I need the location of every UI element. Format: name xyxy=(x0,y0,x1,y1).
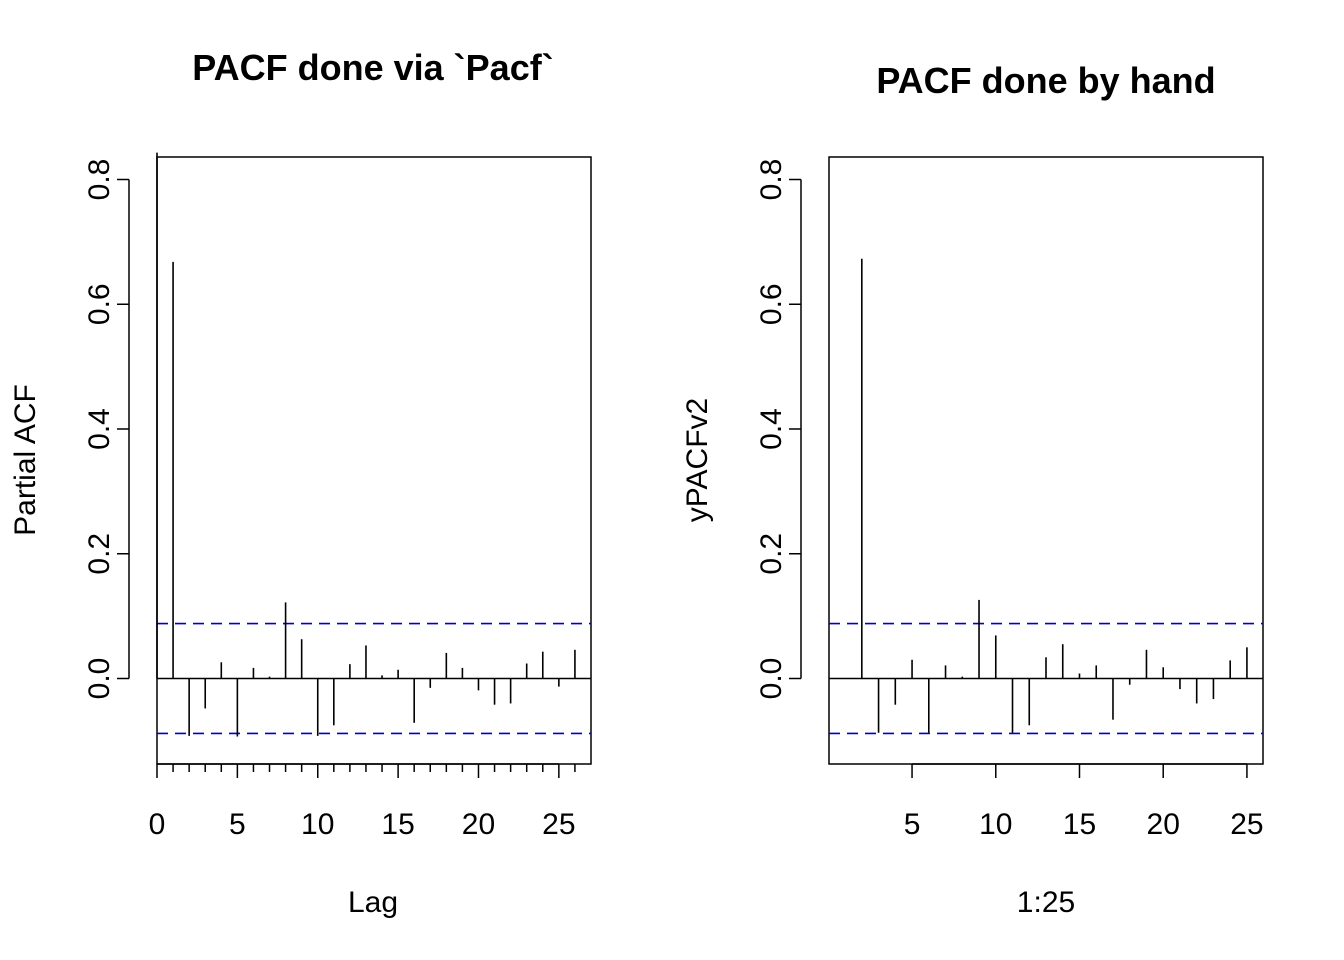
y-tick-label: 0.2 xyxy=(83,533,116,575)
x-tick-label: 15 xyxy=(1063,808,1096,841)
plot-area: 0.0 0.2 0.4 0.6 0.8 5 10 15 20 25 xyxy=(755,156,1264,841)
y-tick-label: 0.8 xyxy=(83,159,116,201)
x-tick-label: 5 xyxy=(904,808,921,841)
y-axis-label: yPACFv2 xyxy=(681,398,714,522)
y-tick-label: 0.2 xyxy=(755,533,788,575)
y-tick-label: 0.8 xyxy=(755,159,788,201)
x-tick-label: 25 xyxy=(1230,808,1263,841)
y-tick-label: 0.6 xyxy=(755,283,788,325)
chart-title: PACF done via `Pacf` xyxy=(192,47,553,88)
y-tick-label: 0.0 xyxy=(83,658,116,700)
y-tick-label: 0.4 xyxy=(83,408,116,450)
y-tick-label: 0.4 xyxy=(755,408,788,450)
y-axis-label: Partial ACF xyxy=(9,384,42,536)
x-tick-label: 0 xyxy=(149,808,166,841)
plot-frame xyxy=(156,156,592,765)
plot-area: 0.0 0.2 0.4 0.6 0.8 0 5 10 15 20 25 xyxy=(83,152,592,841)
x-tick-label: 5 xyxy=(229,808,246,841)
x-tick-label: 10 xyxy=(979,808,1012,841)
y-tick-label: 0.0 xyxy=(755,658,788,700)
pacf-panel-by-hand: PACF done by hand 1:25 yPACFv2 0.0 0.2 0.4… xyxy=(681,60,1264,919)
x-tick-label: 20 xyxy=(1147,808,1180,841)
pacf-panel-pacf: PACF done via `Pacf` Lag Partial ACF 0.0… xyxy=(9,47,592,919)
x-tick-label: 20 xyxy=(462,808,495,841)
y-tick-label: 0.6 xyxy=(83,283,116,325)
x-tick-label: 25 xyxy=(542,808,575,841)
chart-title: PACF done by hand xyxy=(876,60,1215,101)
x-tick-label: 10 xyxy=(301,808,334,841)
x-axis-label: 1:25 xyxy=(1017,886,1075,919)
x-tick-label: 15 xyxy=(381,808,414,841)
x-axis-label: Lag xyxy=(348,886,398,919)
